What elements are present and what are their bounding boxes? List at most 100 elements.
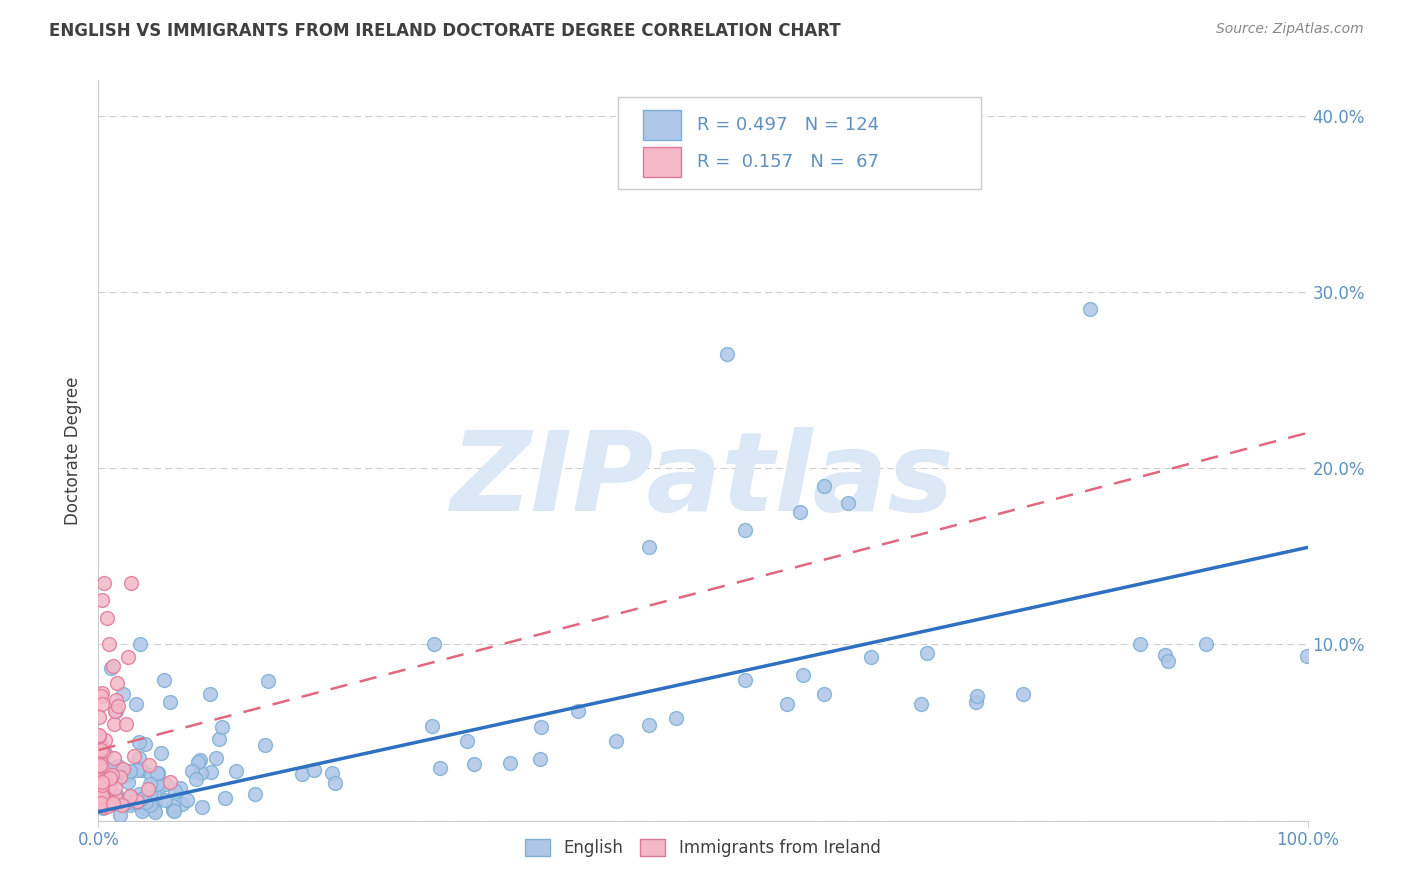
Point xyxy=(90,787,112,801)
Point xyxy=(965,695,987,709)
Point xyxy=(100,797,122,811)
Point xyxy=(120,798,142,813)
Point xyxy=(1157,654,1180,668)
Point xyxy=(125,697,148,711)
Point xyxy=(163,784,186,798)
Point xyxy=(90,772,112,786)
Point xyxy=(125,793,148,807)
Point xyxy=(291,767,314,781)
Point xyxy=(89,758,111,772)
Point xyxy=(117,650,139,665)
Point xyxy=(1296,648,1319,663)
Point xyxy=(254,739,277,753)
Point xyxy=(115,716,138,731)
Point xyxy=(837,496,859,510)
Point xyxy=(94,747,117,761)
Point xyxy=(103,751,125,765)
Point xyxy=(214,791,236,805)
Point xyxy=(110,766,132,780)
Point xyxy=(93,784,115,798)
Point xyxy=(456,733,478,747)
Point xyxy=(91,801,114,815)
Point xyxy=(90,789,112,803)
Point xyxy=(93,575,115,590)
Point xyxy=(776,697,799,711)
Point xyxy=(128,751,150,765)
Point xyxy=(966,689,988,703)
Point xyxy=(243,787,266,801)
Point xyxy=(103,704,125,718)
Point xyxy=(605,733,627,747)
Point xyxy=(159,695,181,709)
Point xyxy=(190,766,212,780)
Point xyxy=(142,787,165,801)
Point xyxy=(664,711,686,725)
Point xyxy=(734,673,756,687)
Point xyxy=(162,798,184,813)
Point xyxy=(104,781,127,796)
Point xyxy=(97,782,120,797)
Point xyxy=(87,728,110,742)
Point xyxy=(134,737,156,751)
FancyBboxPatch shape xyxy=(619,96,981,189)
Point xyxy=(153,673,176,687)
Point xyxy=(159,775,181,789)
Point xyxy=(107,698,129,713)
Point xyxy=(463,756,485,771)
Point xyxy=(423,637,446,651)
Point xyxy=(128,637,150,651)
Point xyxy=(145,777,167,791)
Point xyxy=(186,772,208,787)
Bar xyxy=(643,147,682,177)
Point xyxy=(120,575,142,590)
Point xyxy=(118,764,141,778)
Point xyxy=(915,646,938,660)
Legend: English, Immigrants from Ireland: English, Immigrants from Ireland xyxy=(519,832,887,864)
Point xyxy=(139,768,162,782)
Point xyxy=(91,796,114,810)
Point xyxy=(132,797,155,811)
Point xyxy=(139,777,162,791)
Point xyxy=(89,792,111,806)
Point xyxy=(107,759,129,773)
Point xyxy=(90,775,112,789)
Point xyxy=(98,780,121,795)
Point xyxy=(163,804,186,818)
Point xyxy=(139,787,162,801)
Point xyxy=(87,787,110,801)
Point xyxy=(87,774,110,789)
Point xyxy=(169,780,191,795)
Point xyxy=(499,756,522,770)
Point xyxy=(90,686,112,700)
Point xyxy=(93,768,115,782)
Point xyxy=(97,772,120,786)
Point xyxy=(91,789,114,804)
Point xyxy=(321,766,343,780)
Point xyxy=(207,731,229,746)
Point xyxy=(153,793,176,807)
Point xyxy=(187,756,209,770)
Point xyxy=(91,763,114,777)
Point xyxy=(124,794,146,808)
Point xyxy=(734,523,756,537)
Point xyxy=(87,782,110,797)
Point xyxy=(90,690,112,704)
Point xyxy=(124,796,146,810)
Point xyxy=(910,697,932,711)
Point xyxy=(132,795,155,809)
Point xyxy=(101,658,124,673)
Point xyxy=(89,710,111,724)
Point xyxy=(89,755,111,769)
Point xyxy=(96,611,118,625)
Point xyxy=(135,795,157,809)
Point xyxy=(96,777,118,791)
Point xyxy=(191,800,214,814)
Point xyxy=(789,505,811,519)
Point xyxy=(188,753,211,767)
Point xyxy=(138,757,160,772)
Point xyxy=(128,787,150,801)
Point xyxy=(176,792,198,806)
Point xyxy=(225,764,247,779)
Point xyxy=(90,797,112,811)
Point xyxy=(1195,637,1218,651)
